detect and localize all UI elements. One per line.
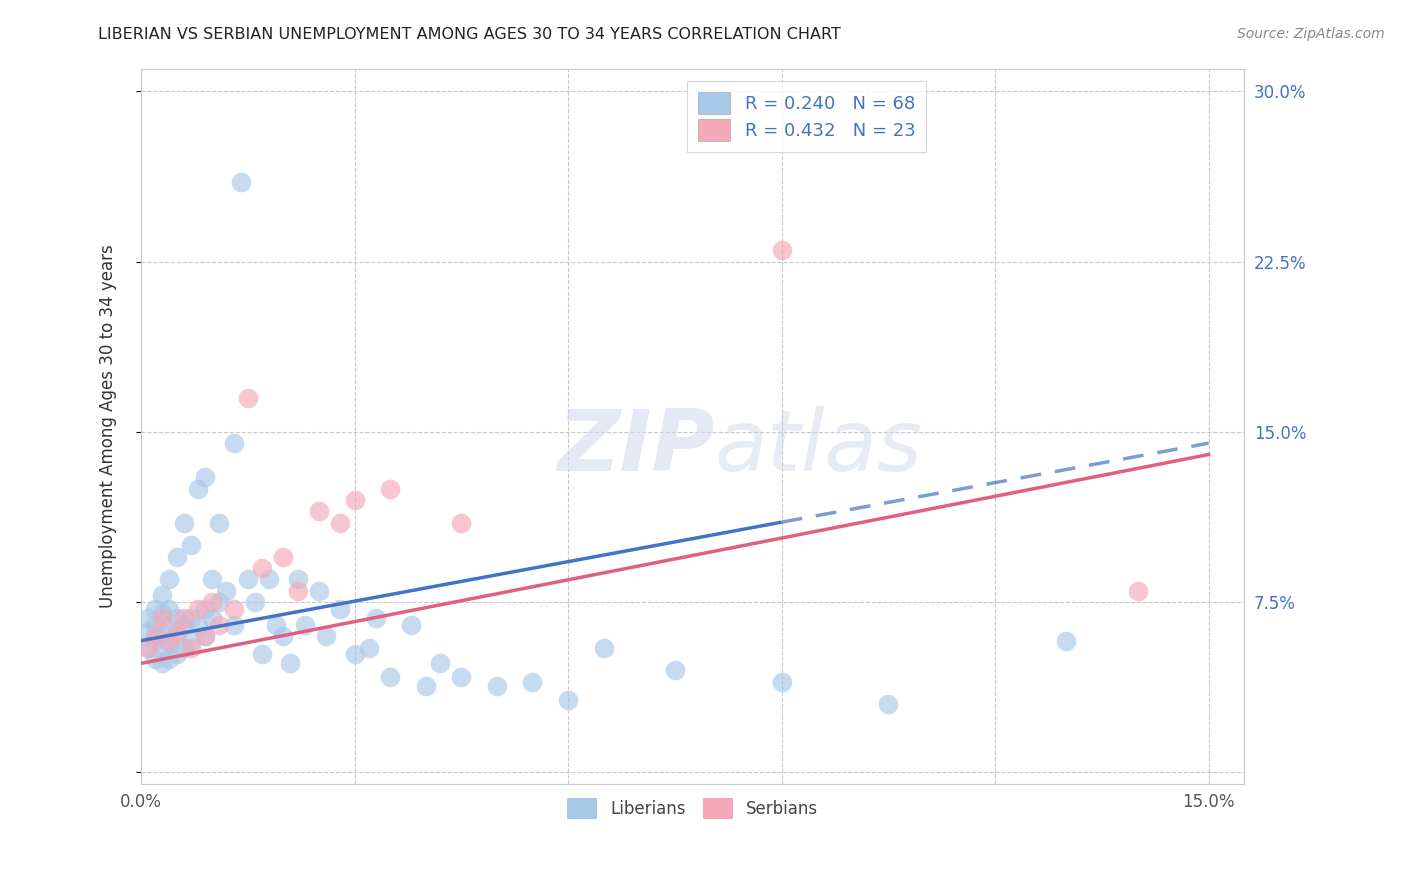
- Point: [222, 602, 245, 616]
- Point: [143, 629, 166, 643]
- Point: [280, 657, 302, 671]
- Point: [415, 679, 437, 693]
- Point: [159, 633, 181, 648]
- Point: [329, 602, 352, 616]
- Point: [208, 617, 231, 632]
- Point: [592, 640, 614, 655]
- Point: [166, 611, 188, 625]
- Point: [222, 617, 245, 632]
- Point: [173, 617, 195, 632]
- Point: [136, 611, 159, 625]
- Point: [201, 595, 224, 609]
- Point: [243, 595, 266, 609]
- Point: [250, 561, 273, 575]
- Point: [150, 657, 173, 671]
- Point: [136, 624, 159, 639]
- Point: [166, 629, 188, 643]
- Point: [194, 629, 217, 643]
- Point: [308, 504, 330, 518]
- Point: [1126, 583, 1149, 598]
- Point: [287, 583, 309, 598]
- Point: [150, 588, 173, 602]
- Point: [257, 573, 280, 587]
- Point: [187, 617, 209, 632]
- Y-axis label: Unemployment Among Ages 30 to 34 years: Unemployment Among Ages 30 to 34 years: [100, 244, 117, 608]
- Point: [378, 670, 401, 684]
- Point: [287, 573, 309, 587]
- Point: [194, 602, 217, 616]
- Point: [194, 629, 217, 643]
- Point: [166, 549, 188, 564]
- Point: [222, 436, 245, 450]
- Text: LIBERIAN VS SERBIAN UNEMPLOYMENT AMONG AGES 30 TO 34 YEARS CORRELATION CHART: LIBERIAN VS SERBIAN UNEMPLOYMENT AMONG A…: [98, 27, 841, 42]
- Point: [450, 516, 472, 530]
- Point: [770, 674, 793, 689]
- Point: [159, 636, 181, 650]
- Point: [294, 617, 316, 632]
- Text: ZIP: ZIP: [557, 406, 714, 489]
- Point: [143, 602, 166, 616]
- Point: [180, 633, 202, 648]
- Text: Source: ZipAtlas.com: Source: ZipAtlas.com: [1237, 27, 1385, 41]
- Point: [229, 175, 252, 189]
- Point: [166, 624, 188, 639]
- Point: [664, 663, 686, 677]
- Point: [194, 470, 217, 484]
- Point: [308, 583, 330, 598]
- Point: [208, 595, 231, 609]
- Point: [557, 692, 579, 706]
- Point: [201, 573, 224, 587]
- Point: [273, 629, 295, 643]
- Point: [1054, 633, 1077, 648]
- Point: [159, 620, 181, 634]
- Point: [159, 573, 181, 587]
- Point: [522, 674, 544, 689]
- Point: [315, 629, 337, 643]
- Point: [180, 538, 202, 552]
- Point: [429, 657, 451, 671]
- Point: [329, 516, 352, 530]
- Point: [173, 640, 195, 655]
- Point: [159, 602, 181, 616]
- Point: [187, 602, 209, 616]
- Point: [236, 391, 259, 405]
- Point: [877, 698, 900, 712]
- Point: [150, 640, 173, 655]
- Point: [215, 583, 238, 598]
- Point: [143, 617, 166, 632]
- Point: [150, 624, 173, 639]
- Point: [357, 640, 380, 655]
- Point: [150, 607, 173, 621]
- Point: [485, 679, 508, 693]
- Point: [159, 652, 181, 666]
- Point: [201, 611, 224, 625]
- Point: [401, 617, 423, 632]
- Point: [187, 482, 209, 496]
- Point: [143, 652, 166, 666]
- Point: [450, 670, 472, 684]
- Point: [264, 617, 287, 632]
- Point: [150, 611, 173, 625]
- Point: [166, 648, 188, 662]
- Point: [364, 611, 387, 625]
- Point: [136, 640, 159, 655]
- Point: [770, 243, 793, 257]
- Point: [378, 482, 401, 496]
- Point: [343, 492, 366, 507]
- Point: [143, 633, 166, 648]
- Point: [180, 640, 202, 655]
- Text: atlas: atlas: [714, 406, 922, 489]
- Point: [343, 648, 366, 662]
- Point: [236, 573, 259, 587]
- Point: [136, 640, 159, 655]
- Point: [173, 516, 195, 530]
- Point: [180, 611, 202, 625]
- Point: [173, 611, 195, 625]
- Point: [208, 516, 231, 530]
- Point: [250, 648, 273, 662]
- Legend: Liberians, Serbians: Liberians, Serbians: [561, 792, 825, 825]
- Point: [273, 549, 295, 564]
